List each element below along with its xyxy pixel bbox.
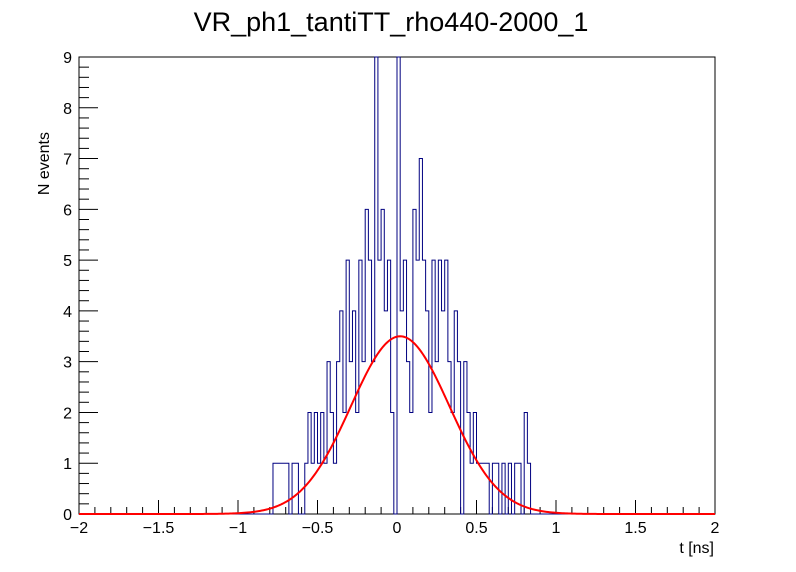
x-tick-labels: −2 −1.5 −1 −0.5 0 0.5 1 1.5 2 [70, 520, 720, 537]
x-tick-label: 1 [552, 520, 561, 537]
x-tick-label: −1.5 [143, 520, 175, 537]
y-tick-label: 2 [63, 405, 72, 422]
y-tick-label: 5 [63, 253, 72, 270]
y-tick-label: 0 [63, 507, 72, 524]
y-axis-label: N events [36, 132, 53, 195]
y-tick-labels: 0 1 2 3 4 5 6 7 8 9 [63, 50, 72, 524]
y-tick-label: 8 [63, 101, 72, 118]
y-tick-label: 9 [63, 50, 72, 67]
x-tick-label: −0.5 [302, 520, 334, 537]
gaussian-fit-curve [79, 335, 715, 515]
chart-title: VR_ph1_tantiTT_rho440-2000_1 [194, 7, 589, 37]
histogram-series [79, 56, 715, 515]
y-tick-label: 7 [63, 152, 72, 169]
y-tick-label: 4 [63, 304, 72, 321]
y-tick-label: 6 [63, 202, 72, 219]
x-tick-label: 0 [393, 520, 402, 537]
y-tick-label: 3 [63, 355, 72, 372]
x-tick-label: −1 [229, 520, 247, 537]
x-tick-label: 1.5 [624, 520, 646, 537]
x-axis-label: t [ns] [679, 540, 714, 557]
y-tick-label: 1 [63, 456, 72, 473]
x-tick-label: 0.5 [465, 520, 487, 537]
x-tick-label: 2 [711, 520, 720, 537]
x-tick-label: −2 [70, 520, 88, 537]
